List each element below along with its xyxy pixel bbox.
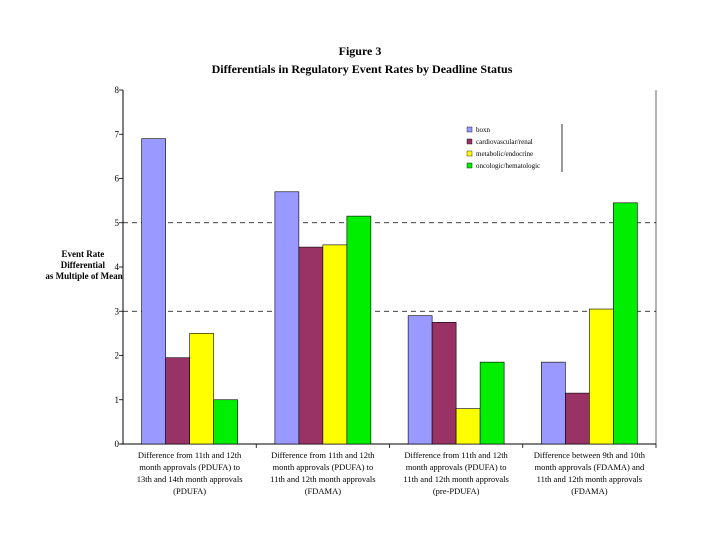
bar [565, 392, 590, 445]
category-label: Difference from 11th and 12th month appro… [137, 450, 243, 496]
bars [141, 138, 657, 448]
bar [298, 246, 324, 445]
bar [407, 315, 433, 445]
bar [346, 215, 372, 445]
y-axis-label-line-3: as Multiple of Mean [45, 271, 122, 281]
legend-label: cardiovascular/renal [476, 138, 533, 146]
y-tick-label: 4 [115, 262, 120, 272]
chart-title: Figure 3 [339, 44, 382, 58]
y-tick-label: 5 [115, 218, 120, 228]
y-tick-label: 1 [115, 395, 120, 405]
category-label-line: 11th and 12th month approvals [403, 474, 508, 484]
y-axis-label-line-2: Differential [61, 260, 106, 270]
y-tick-label: 7 [115, 129, 120, 139]
legend-swatch [466, 138, 473, 145]
y-tick-label: 0 [115, 439, 120, 449]
legend-label: boxn [476, 126, 491, 134]
category-label-line: Difference from 11th and 12th [404, 450, 508, 460]
y-axis-label: Event Rate Differential as Multiple of M… [45, 249, 122, 281]
y-tick-label: 8 [115, 85, 120, 95]
y-tick-label: 6 [115, 174, 120, 184]
legend-label: metabolic/endocrine [476, 150, 533, 158]
category-label-line: 11th and 12th month approvals [537, 474, 642, 484]
y-tick-label: 3 [115, 306, 120, 316]
category-label-line: (PDUFA) [173, 486, 206, 496]
category-label-line: month approvals (PDUFA) to [273, 462, 374, 472]
category-label-line: Difference between 9th and 10th [534, 450, 646, 460]
category-label-line: Difference from 11th and 12th [271, 450, 375, 460]
gridlines [123, 222, 656, 312]
bar [541, 361, 566, 445]
bar [455, 408, 481, 445]
category-labels: Difference from 11th and 12th month appro… [137, 450, 646, 496]
category-label-line: 13th and 14th month approvals [137, 474, 243, 484]
category-label-line: month approvals (FDAMA) and [534, 462, 645, 472]
category-label-line: month approvals (PDUFA) to [406, 462, 507, 472]
bar [479, 361, 505, 445]
bar [213, 399, 238, 445]
bar [589, 308, 614, 445]
category-label-line: (pre-PDUFA) [433, 486, 480, 496]
legend-swatch [466, 162, 473, 169]
category-label-line: (FDAMA) [305, 486, 342, 496]
bar [189, 333, 214, 445]
y-ticks: 0 1 2 3 4 5 6 7 8 [115, 85, 123, 449]
bar [165, 357, 190, 445]
bar [431, 322, 457, 445]
category-label-line: 11th and 12th month approvals [270, 474, 375, 484]
category-label: Difference from 11th and 12th month appro… [403, 450, 508, 496]
legend-label: oncologic/hematologic [476, 162, 540, 170]
legend-swatch [466, 150, 473, 157]
legend: boxn cardiovascular/renal metabolic/endocr… [466, 124, 563, 172]
category-label: Difference from 11th and 12th month appro… [270, 450, 375, 496]
category-label-line: month approvals (PDUFA) to [139, 462, 240, 472]
legend-swatch [466, 126, 473, 133]
category-label: Difference between 9th and 10th month app… [534, 450, 646, 496]
y-tick-label: 2 [115, 351, 120, 361]
bar [613, 202, 638, 445]
y-axis-label-line-1: Event Rate [62, 249, 105, 259]
bar [274, 191, 300, 445]
bar [141, 138, 166, 445]
category-label-line: (FDAMA) [571, 486, 608, 496]
category-label-line: Difference from 11th and 12th [138, 450, 242, 460]
bar [322, 244, 348, 445]
chart-subtitle: Differentials in Regulatory Event Rates … [212, 62, 513, 76]
